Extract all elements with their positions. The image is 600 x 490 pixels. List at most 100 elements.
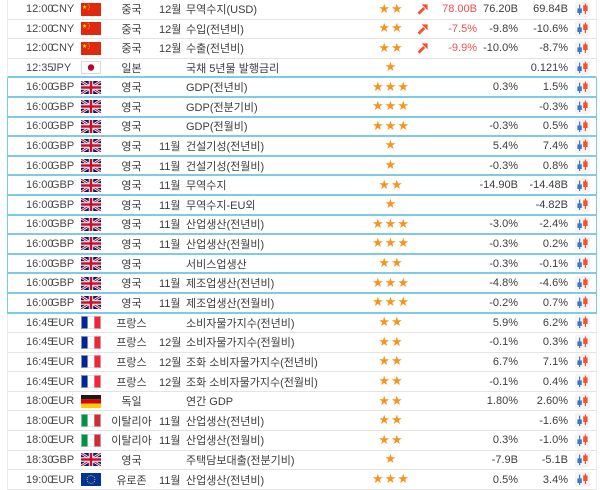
chart-cell [568,118,596,134]
event-name-link[interactable]: 수입(전년비) [186,23,244,36]
chart-button[interactable] [574,452,590,468]
country-name: 영국 [121,121,142,134]
event-name-link[interactable]: 산업생산(전년비) [186,474,265,487]
event-name-link[interactable]: 주택담보대출(전분기비) [186,454,295,467]
importance-cell: ★★ [351,178,431,193]
event-name-link[interactable]: 국채 5년물 발행금리 [186,62,280,75]
event-row[interactable]: 12:00 CNY 중국 12월 무역수지(USD) ★★ 78.00B 76.… [7,0,597,20]
forecast-value: -0.3% [489,120,518,133]
chart-button[interactable] [574,256,590,272]
chart-button[interactable] [574,334,590,350]
event-name-link[interactable]: 연간 GDP [186,396,234,409]
chart-button[interactable] [574,354,590,370]
event-name-link[interactable]: 산업생산(전월비) [186,238,265,251]
chart-button[interactable] [574,158,590,174]
trend-up-icon [417,3,429,15]
event-name-link[interactable]: 산업생산(전년비) [186,415,265,428]
event-name-link[interactable]: 조화 소비자물가지수(전월비) [186,376,318,389]
event-row[interactable]: 16:00 GBP 영국 11월 산업생산(전월비) ★★★ -0.3% 0.2… [7,235,597,255]
chart-button[interactable] [574,275,590,291]
event-row[interactable]: 16:45 EUR 프랑스 소비자물가지수(전년비) ★★ 5.9% 6.2% [7,313,597,334]
event-row[interactable]: 19:00 EUR 유로존 11월 산업생산(전년비) ★★★ 0.5% 3.4… [7,470,597,490]
country-flag-icon-japan [81,61,104,75]
event-name-link[interactable]: 제조업생산(전월비) [186,297,275,310]
event-row[interactable]: 16:00 GBP 영국 GDP(전월비) ★★★ -0.3% 0.5% [7,117,597,138]
event-row[interactable]: 16:00 GBP 영국 GDP(전분기비) ★★★ -0.3% [7,97,597,118]
importance-cell: ★★★ [351,217,431,232]
event-name-link[interactable]: 수출(전년비) [186,43,244,56]
event-month: 12월 [159,43,182,56]
event-row[interactable]: 16:00 GBP 영국 11월 건설기성(전월비) ★ -0.3% 0.8% [7,156,597,177]
event-name-link[interactable]: 건설기성(전년비) [186,140,265,153]
importance-cell: ★★ [351,354,431,369]
event-row[interactable]: 18:30 GBP 영국 주택담보대출(전분기비) ★ -7.9B -5.1B [7,450,597,471]
event-name-link[interactable]: 무역수지(USD) [186,4,258,17]
event-row[interactable]: 12:00 CNY 중국 12월 수입(전년비) ★★ -7.5% -9.8% … [7,19,597,40]
event-name-link[interactable]: 소비자물가지수(전년비) [186,317,295,330]
previous-value: -1.0% [539,434,568,447]
chart-button[interactable] [574,393,590,409]
chart-cell [568,1,596,17]
event-name-link[interactable]: 조화 소비자물가지수(전년비) [186,356,318,369]
currency-code: GBP [51,453,75,466]
chart-button[interactable] [574,197,590,213]
event-name-link[interactable]: 제조업생산(전년비) [186,278,275,291]
country-name: 영국 [121,82,142,95]
chart-button[interactable] [574,21,590,37]
chart-button[interactable] [574,472,590,488]
event-name-link[interactable]: GDP(전월비) [186,121,248,134]
chart-button[interactable] [574,177,590,193]
trend-up-icon [417,42,429,55]
event-row[interactable]: 16:00 GBP 영국 11월 무역수지-EU외 ★ -4.82B [7,195,597,216]
star-icons: ★ [384,157,398,173]
event-name-link[interactable]: 산업생산(전년비) [186,219,265,232]
event-row[interactable]: 18:00 EUR 이탈리아 11월 산업생산(전월비) ★★ 0.3% -1.… [7,431,597,451]
country-flag-icon-france [81,375,104,389]
event-name-link[interactable]: 건설기성(전월비) [186,160,265,173]
currency-code: GBP [51,218,75,231]
chart-button[interactable] [574,216,590,232]
event-row[interactable]: 12:00 CNY 중국 12월 수출(전년비) ★★ -9.9% -10.0%… [7,39,597,59]
event-name-link[interactable]: GDP(전년비) [186,82,248,95]
star-icons: ★★★ [372,78,410,94]
event-name-link[interactable]: 산업생산(전월비) [186,435,265,448]
currency-code: EUR [51,473,75,486]
event-row[interactable]: 16:00 GBP 영국 11월 제조업생산(전월비) ★★★ -0.2% 0.… [7,293,597,314]
country-flag-icon-uk [81,178,104,192]
event-row[interactable]: 16:45 EUR 프랑스 12월 조화 소비자물가지수(전월비) ★★ -0.… [7,372,597,392]
event-row[interactable]: 16:45 EUR 프랑스 12월 소비자물가지수(전월비) ★★ -0.1% … [7,333,597,353]
chart-button[interactable] [574,138,590,154]
chart-button[interactable] [574,99,590,115]
chart-button[interactable] [574,236,590,252]
importance-cell: ★★ [351,256,431,271]
event-row[interactable]: 16:00 GBP 영국 11월 건설기성(전년비) ★ 5.4% 7.4% [7,137,597,157]
chart-button[interactable] [574,432,590,448]
event-row[interactable]: 16:00 GBP 영국 11월 산업생산(전년비) ★★★ -3.0% -2.… [7,215,597,236]
event-row[interactable]: 18:00 EUR 이탈리아 11월 산업생산(전년비) ★★ -1.6% [7,411,597,432]
chart-button[interactable] [574,118,590,134]
event-row[interactable]: 16:00 GBP 영국 11월 무역수지 ★★ -14.90B -14.48B [7,176,597,196]
chart-button[interactable] [574,413,590,429]
event-name-link[interactable]: 서비스업생산 [186,258,247,271]
event-row[interactable]: 12:35 JPY 일본 국채 5년물 발행금리 ★ 0.121% [7,58,597,79]
chart-button[interactable] [574,374,590,390]
event-time: 12:00 [26,3,54,16]
event-name-link[interactable]: 무역수지-EU외 [186,199,256,212]
event-row[interactable]: 16:45 EUR 프랑스 12월 조화 소비자물가지수(전년비) ★★ 6.7… [7,352,597,373]
event-row[interactable]: 18:00 EUR 독일 연간 GDP ★★ 1.80% 2.60% [7,391,597,412]
chart-button[interactable] [574,40,590,56]
forecast-value: -10.0% [483,42,518,55]
event-row[interactable]: 16:00 GBP 영국 서비스업생산 ★★ -0.3% -0.1% [7,254,597,275]
chart-button[interactable] [574,1,590,17]
chart-button[interactable] [574,315,590,331]
event-name-link[interactable]: GDP(전분기비) [186,101,258,114]
chart-button[interactable] [574,295,590,311]
previous-value: -4.6% [539,277,568,290]
chart-button[interactable] [574,60,590,76]
event-time: 19:00 [26,473,54,486]
event-name-link[interactable]: 소비자물가지수(전월비) [186,337,295,350]
event-row[interactable]: 16:00 GBP 영국 GDP(전년비) ★★★ 0.3% 1.5% [7,78,597,98]
event-row[interactable]: 16:00 GBP 영국 11월 제조업생산(전년비) ★★★ -4.8% -4… [7,274,597,294]
event-name-link[interactable]: 무역수지 [186,180,227,193]
chart-button[interactable] [574,79,590,95]
